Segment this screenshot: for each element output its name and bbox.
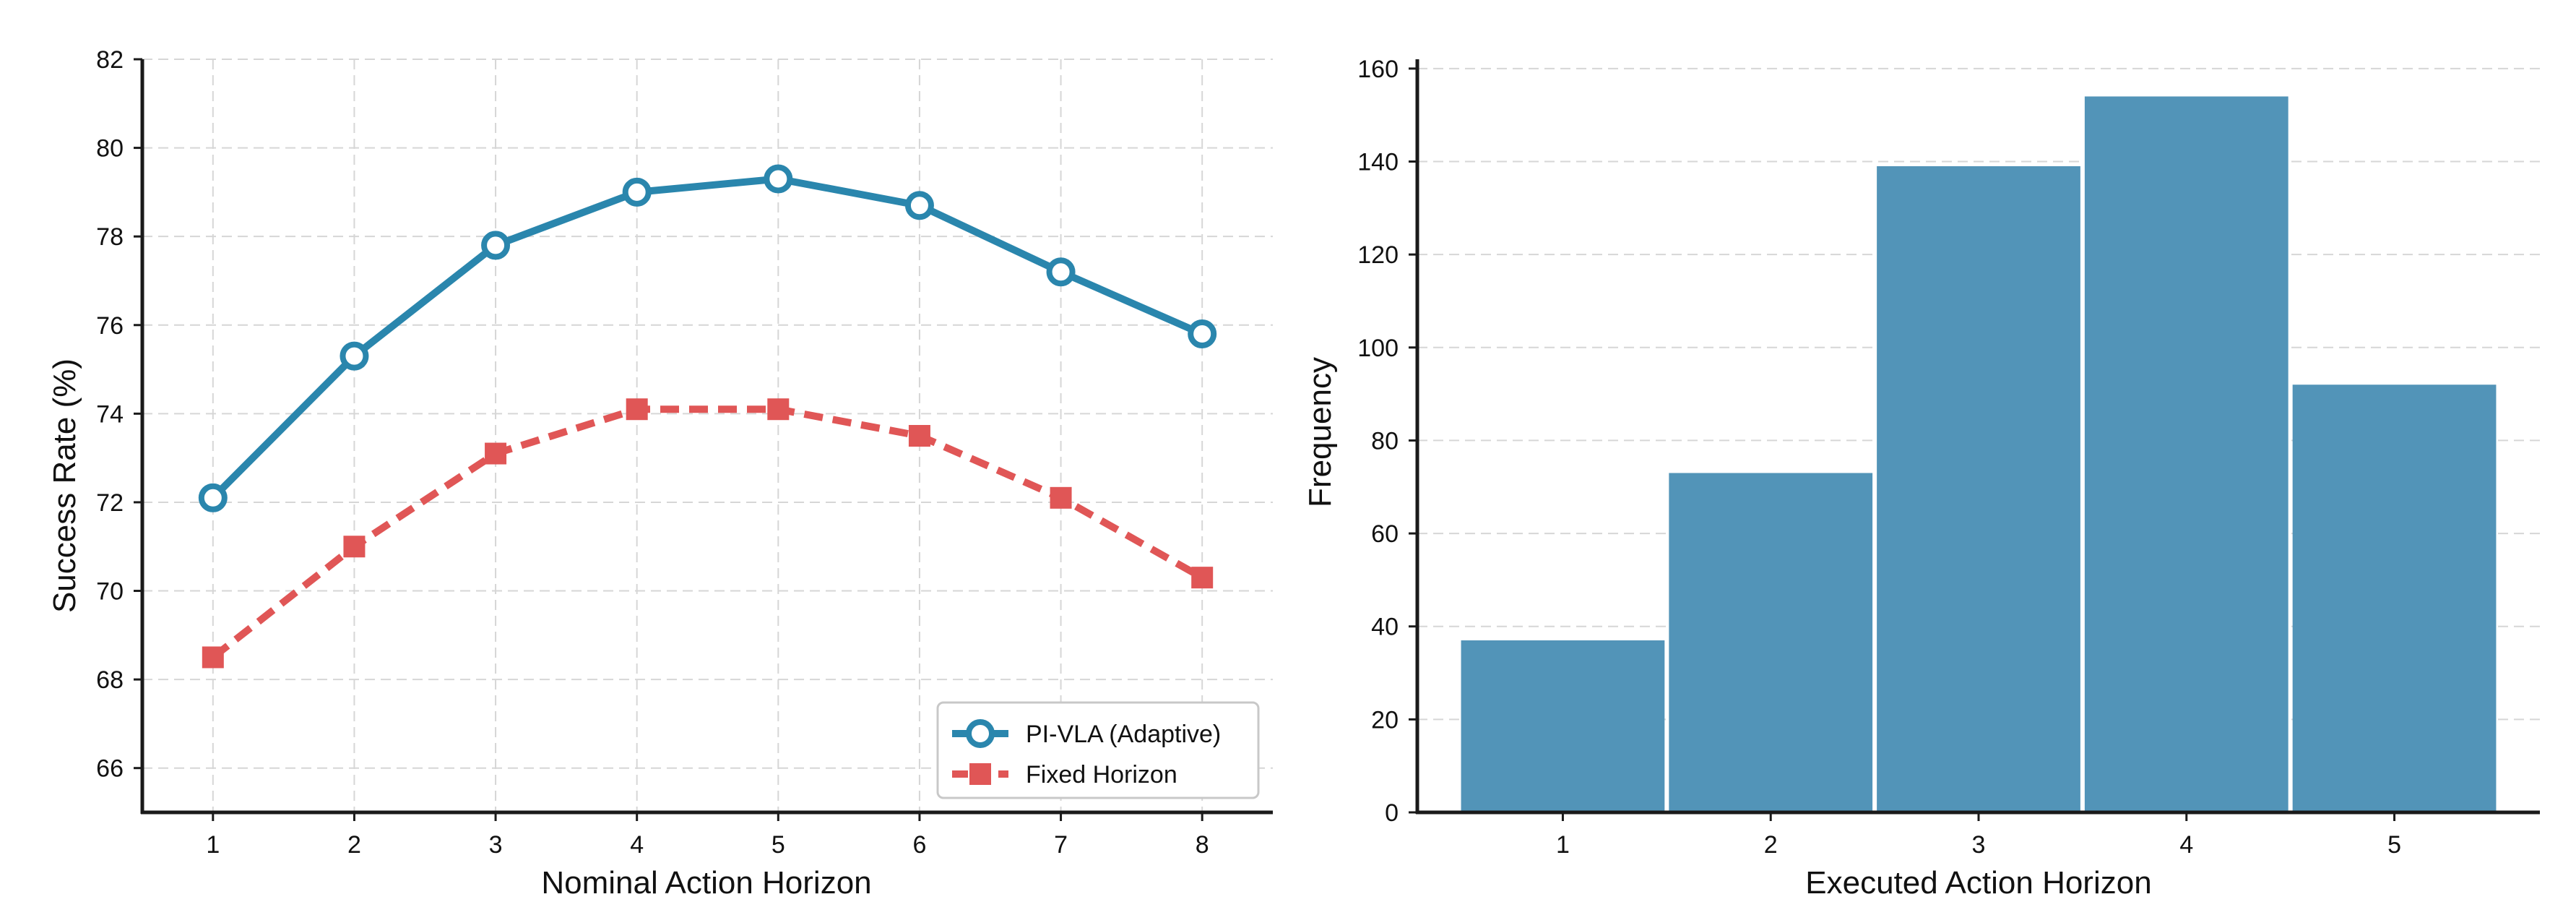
data-point-square: [343, 536, 366, 558]
x-axis-title: Nominal Action Horizon: [541, 865, 871, 901]
y-tick-label: 70: [96, 578, 124, 606]
x-tick-label: 4: [630, 831, 644, 859]
legend-marker-square: [969, 763, 991, 785]
data-point-circle: [198, 483, 228, 512]
y-tick-label: 80: [96, 135, 124, 163]
plot-series: [198, 164, 1217, 669]
y-axis-title: Frequency: [1302, 357, 1338, 507]
grid-lines: [142, 59, 1273, 812]
x-tick-label: 3: [1972, 831, 1986, 859]
bar: [2292, 385, 2497, 812]
data-point-square: [1191, 567, 1214, 589]
y-tick-label: 72: [96, 489, 124, 517]
axes: [1409, 59, 2540, 821]
y-tick-labels: 66 68 70 72 74 76 78 80 82: [96, 46, 124, 783]
data-point-circle: [622, 177, 652, 207]
x-tick-label: 4: [2179, 831, 2193, 859]
y-tick-label: 60: [1371, 520, 1399, 548]
y-tick-label: 100: [1357, 335, 1399, 362]
x-tick-label: 8: [1196, 831, 1209, 859]
y-tick-label: 68: [96, 666, 124, 694]
y-tick-label: 0: [1385, 799, 1399, 827]
y-tick-label: 120: [1357, 241, 1399, 269]
data-point-circle: [340, 341, 369, 371]
data-point-circle: [764, 164, 793, 194]
x-tick-label: 1: [206, 831, 220, 859]
x-tick-label: 1: [1556, 831, 1570, 859]
data-point-circle: [481, 231, 511, 260]
data-point-square: [485, 442, 507, 465]
legend-label: PI-VLA (Adaptive): [1026, 721, 1221, 748]
y-tick-label: 20: [1371, 706, 1399, 734]
data-point-square: [1050, 486, 1072, 509]
y-tick-label: 80: [1371, 427, 1399, 455]
bar: [2084, 96, 2288, 812]
data-point-square: [908, 425, 930, 447]
x-tick-labels: 1 2 3 4 5: [1556, 831, 2401, 859]
data-point-circle: [904, 191, 934, 220]
x-tick-label: 2: [1764, 831, 1778, 859]
y-tick-label: 140: [1357, 149, 1399, 176]
legend: PI-VLA (Adaptive) Fixed Horizon: [936, 701, 1260, 799]
data-point-square: [202, 646, 224, 669]
y-axis-title: Success Rate (%): [47, 358, 82, 613]
data-point-circle: [1046, 257, 1076, 287]
y-tick-label: 82: [96, 46, 124, 74]
x-tick-label: 7: [1054, 831, 1068, 859]
x-tick-label: 5: [771, 831, 785, 859]
legend-marker-circle: [966, 719, 995, 748]
x-tick-label: 5: [2387, 831, 2401, 859]
y-tick-label: 40: [1371, 614, 1399, 641]
bar: [1877, 166, 2080, 812]
series-line: [210, 405, 1204, 661]
data-point-square: [767, 398, 790, 421]
y-tick-label: 66: [96, 755, 124, 783]
y-tick-label: 76: [96, 312, 124, 340]
legend-box: [936, 701, 1260, 799]
y-tick-labels: 0 20 40 60 80 100 120 140 160: [1357, 56, 1399, 827]
bar: [1669, 473, 1873, 812]
data-point-square: [626, 398, 648, 421]
data-point-circle: [1188, 319, 1217, 349]
y-tick-label: 160: [1357, 56, 1399, 83]
y-tick-label: 78: [96, 223, 124, 251]
x-tick-label: 2: [347, 831, 361, 859]
bars: [1461, 96, 2497, 812]
series-line: [210, 175, 1204, 501]
axes: [134, 58, 1273, 821]
x-axis-title: Executed Action Horizon: [1805, 865, 2151, 901]
x-tick-label: 3: [489, 831, 503, 859]
y-tick-label: 74: [96, 400, 124, 428]
bar: [1461, 640, 1665, 812]
legend-label: Fixed Horizon: [1026, 761, 1177, 789]
frequency-bar-chart: 1 2 3 4 5 0 20 40 60 80 100 120 140 160 Executed Act…: [1302, 56, 2540, 901]
x-tick-label: 6: [912, 831, 926, 859]
x-tick-labels: 1 2 3 4 5 6 7 8: [206, 831, 1209, 859]
